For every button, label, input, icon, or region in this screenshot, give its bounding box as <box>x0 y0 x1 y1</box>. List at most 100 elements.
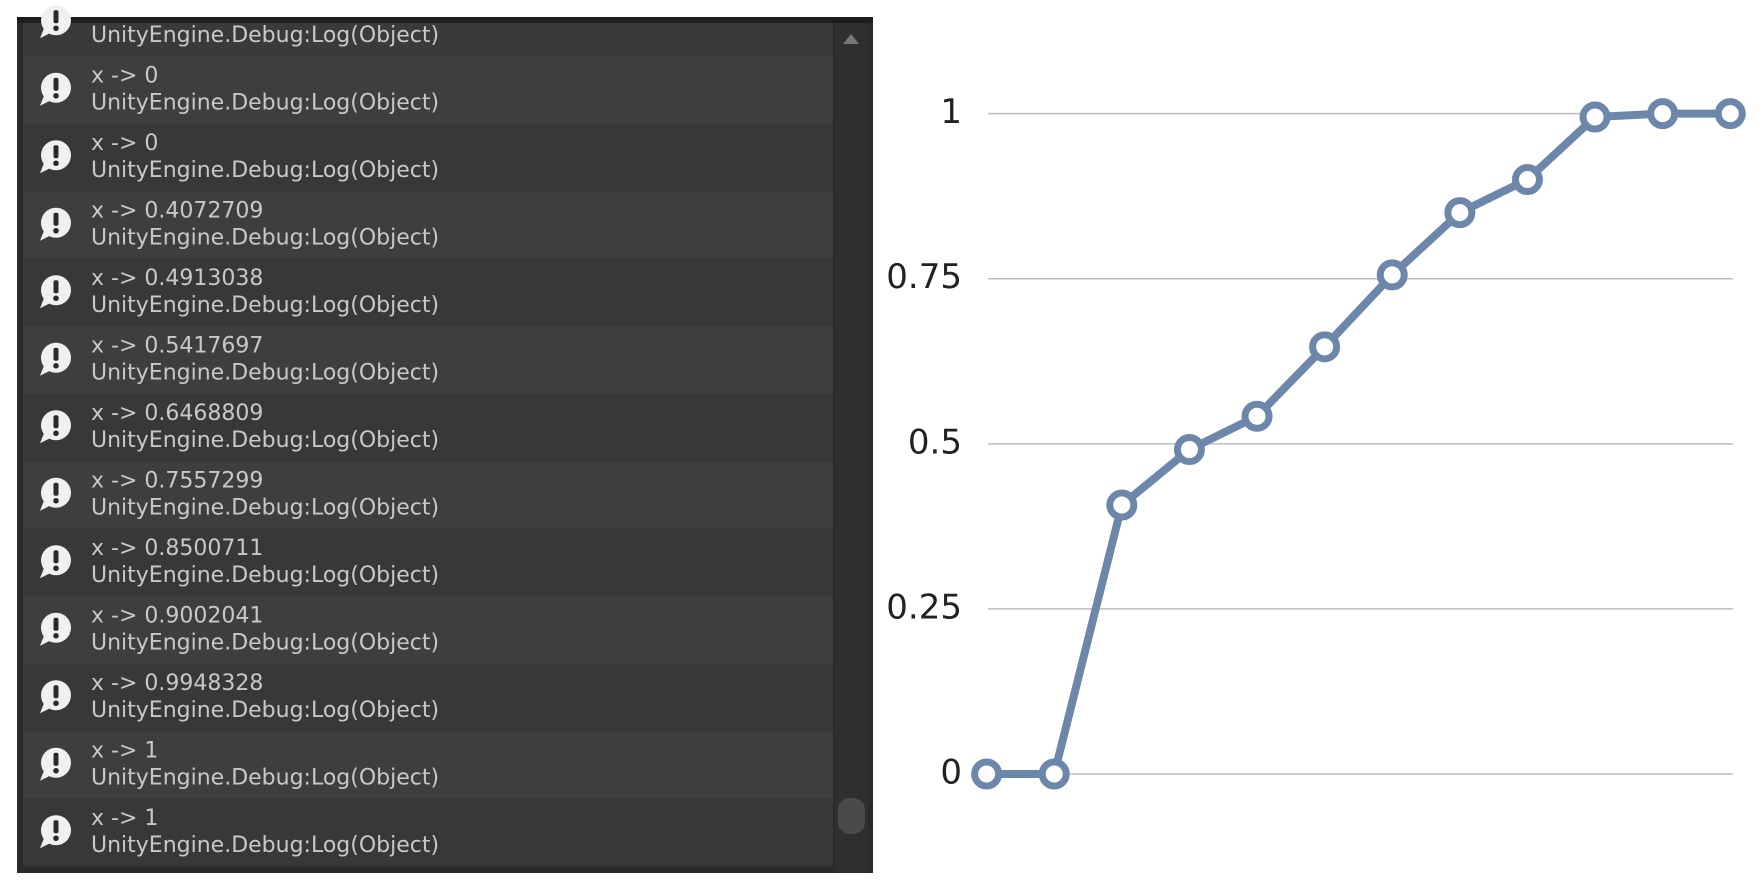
data-point <box>1579 101 1611 133</box>
data-point <box>1714 98 1746 130</box>
warning-icon-tail <box>40 28 52 39</box>
log-message: x -> 0.9948328 <box>91 671 263 696</box>
log-source: UnityEngine.Debug:Log(Object) <box>91 766 439 791</box>
log-row[interactable] <box>23 191 833 259</box>
log-message: x -> 1 <box>91 739 158 764</box>
y-tick-label: 1 <box>940 92 962 132</box>
log-row[interactable] <box>23 461 833 529</box>
data-point <box>1511 164 1543 196</box>
log-row[interactable] <box>23 326 833 394</box>
warning-icon-tail <box>40 500 52 511</box>
log-source: UnityEngine.Debug:Log(Object) <box>91 91 439 116</box>
log-message: x -> 1 <box>91 806 158 831</box>
log-message: x -> 0.8500711 <box>91 536 263 561</box>
warning-icon-bang <box>53 145 59 159</box>
warning-icon-bang <box>53 482 59 496</box>
log-row[interactable] <box>23 528 833 597</box>
warning-icon-bang <box>53 280 59 294</box>
console-panel: UnityEngine.Debug:Log(Object)x -> 0Unity… <box>17 5 873 873</box>
log-source: UnityEngine.Debug:Log(Object) <box>91 428 439 453</box>
log-source: UnityEngine.Debug:Log(Object) <box>91 496 439 521</box>
log-source: UnityEngine.Debug:Log(Object) <box>91 23 439 48</box>
warning-icon-bang <box>53 820 59 834</box>
warning-icon-dot <box>53 25 59 32</box>
warning-icon-dot <box>53 767 59 774</box>
warning-icon-tail <box>40 95 52 106</box>
warning-icon-bang <box>53 617 59 631</box>
scrollbar-thumb[interactable] <box>838 798 865 834</box>
log-message: x -> 0 <box>91 131 158 156</box>
log-row[interactable] <box>23 731 833 799</box>
log-row[interactable] <box>23 23 833 57</box>
log-source: UnityEngine.Debug:Log(Object) <box>91 293 439 318</box>
warning-icon-tail <box>40 163 52 174</box>
log-source: UnityEngine.Debug:Log(Object) <box>91 158 439 183</box>
log-message: x -> 0.6468809 <box>91 401 263 426</box>
log-row[interactable] <box>23 663 833 732</box>
warning-icon-bang <box>53 10 59 24</box>
data-point <box>1376 259 1408 291</box>
log-message: x -> 0.7557299 <box>91 469 263 494</box>
log-row[interactable] <box>23 258 833 327</box>
warning-icon-tail <box>40 298 52 309</box>
warning-icon-bang <box>53 550 59 564</box>
warning-icon-tail <box>40 838 52 849</box>
data-point <box>971 758 1003 790</box>
warning-icon-bang <box>53 752 59 766</box>
data-point <box>1038 758 1070 790</box>
data-point <box>1173 434 1205 466</box>
warning-icon-dot <box>53 92 59 99</box>
log-source: UnityEngine.Debug:Log(Object) <box>91 563 439 588</box>
data-point <box>1309 331 1341 363</box>
warning-icon-bang <box>53 415 59 429</box>
data-point <box>1106 489 1138 521</box>
log-message: x -> 0.4072709 <box>91 199 263 224</box>
y-tick-label: 0 <box>940 753 962 793</box>
warning-icon-dot <box>53 227 59 234</box>
y-tick-label: 0.75 <box>886 257 962 297</box>
warning-icon-bang <box>53 212 59 226</box>
warning-icon-tail <box>40 433 52 444</box>
log-message: x -> 0 <box>91 64 158 89</box>
warning-icon-dot <box>53 565 59 572</box>
warning-icon-dot <box>53 632 59 639</box>
warning-icon-dot <box>53 160 59 167</box>
warning-icon-tail <box>40 230 52 241</box>
log-source: UnityEngine.Debug:Log(Object) <box>91 698 439 723</box>
log-source: UnityEngine.Debug:Log(Object) <box>91 226 439 251</box>
log-row[interactable] <box>23 123 833 192</box>
warning-icon-dot <box>53 835 59 842</box>
toolbar-edge <box>17 17 873 23</box>
warning-icon-dot <box>53 295 59 302</box>
warning-icon-dot <box>53 497 59 504</box>
y-tick-label: 0.25 <box>886 587 962 627</box>
log-row[interactable] <box>23 596 833 664</box>
warning-icon-dot <box>53 700 59 707</box>
log-source: UnityEngine.Debug:Log(Object) <box>91 631 439 656</box>
warning-icon-tail <box>40 703 52 714</box>
log-message: x -> 0.9002041 <box>91 604 263 629</box>
warning-icon-dot <box>53 362 59 369</box>
scrollbar-track[interactable] <box>835 23 868 873</box>
data-point <box>1647 98 1679 130</box>
data-point <box>1241 400 1273 432</box>
scroll-up-arrow[interactable] <box>843 34 859 44</box>
log-message: x -> 0.5417697 <box>91 334 263 359</box>
y-tick-label: 0.5 <box>908 422 962 462</box>
line-chart: 0 0.25 0.5 0.75 1 <box>886 92 1746 793</box>
log-row[interactable] <box>23 393 833 462</box>
warning-icon-tail <box>40 770 52 781</box>
log-source: UnityEngine.Debug:Log(Object) <box>91 833 439 858</box>
warning-icon-bang <box>53 77 59 91</box>
log-row[interactable] <box>23 56 833 124</box>
warning-icon-tail <box>40 365 52 376</box>
warning-icon-dot <box>53 430 59 437</box>
log-message: x -> 0.4913038 <box>91 266 263 291</box>
warning-icon-bang <box>53 347 59 361</box>
warning-icon-tail <box>40 568 52 579</box>
log-row[interactable] <box>23 798 833 867</box>
warning-icon-bang <box>53 685 59 699</box>
data-point <box>1444 197 1476 229</box>
warning-icon-tail <box>40 635 52 646</box>
